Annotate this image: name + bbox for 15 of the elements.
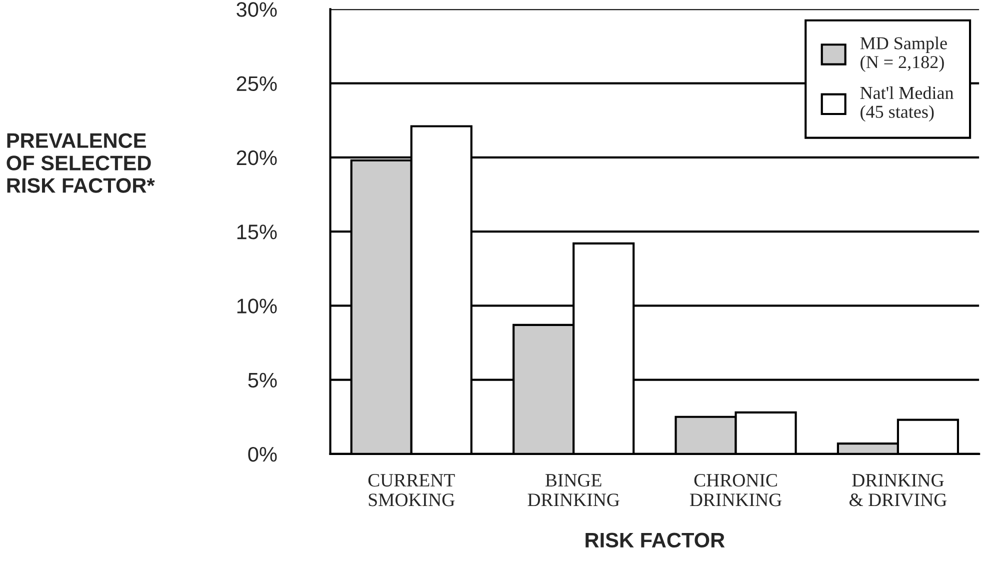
y-tick-label: 10%	[237, 298, 277, 314]
y-tick-label: 30%	[236, 2, 277, 17]
x-axis-title: RISK FACTOR	[586, 532, 725, 548]
y-tick-label: 25%	[236, 76, 277, 92]
y-tick-label: 0%	[248, 446, 277, 462]
y-tick-label: 20%	[236, 150, 277, 166]
x-tick-label: CURRENT SMOKING	[368, 474, 455, 506]
legend-label: MD Sample (N = 2,182)	[860, 36, 947, 72]
legend-label: Nat'l Median (45 states)	[860, 86, 954, 122]
y-tick-label: 15%	[237, 224, 277, 240]
x-tick-label: DRINKING & DRIVING	[849, 474, 947, 506]
x-tick-label: BINGE DRINKING	[528, 474, 620, 506]
x-tick-label: CHRONIC DRINKING	[690, 474, 782, 506]
y-tick-label: 5%	[248, 372, 277, 388]
y-axis-title: PREVALENCE OF SELECTED RISK FACTOR*	[6, 133, 155, 193]
